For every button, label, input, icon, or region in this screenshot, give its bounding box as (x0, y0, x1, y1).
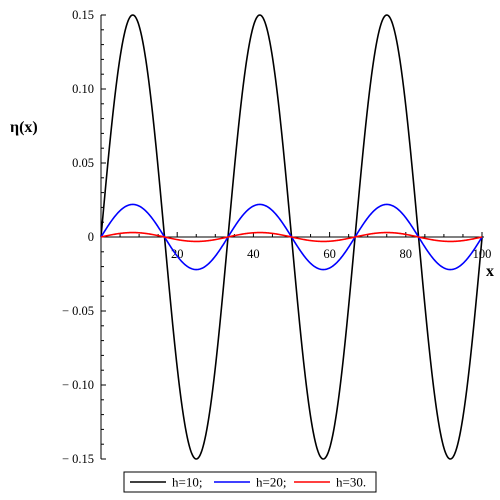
x-tick-label: 80 (400, 247, 413, 261)
series-line-3 (100, 231, 483, 243)
y-tick-label: 0.15 (72, 8, 94, 22)
y-tick-label: 0.10 (72, 82, 94, 96)
y-tick-label: − 0.15 (62, 452, 94, 466)
legend-label-1: h=10; (172, 475, 202, 490)
series-group (100, 14, 483, 460)
y-tick-label: 0.05 (72, 156, 94, 170)
legend: h=10; h=20; h=30. (123, 471, 377, 493)
x-tick-label: 100 (473, 247, 492, 261)
y-tick-label: − 0.05 (62, 304, 94, 318)
legend-label-2: h=20; (256, 475, 286, 490)
x-tick-label: 40 (247, 247, 260, 261)
y-tick-label: 0 (88, 230, 94, 244)
y-tick-label: − 0.10 (62, 378, 94, 392)
x-axis-label: x (486, 263, 494, 280)
x-tick-label: 60 (323, 247, 336, 261)
legend-label-3: h=30. (336, 475, 366, 490)
y-axis-label: η(x) (10, 119, 38, 136)
